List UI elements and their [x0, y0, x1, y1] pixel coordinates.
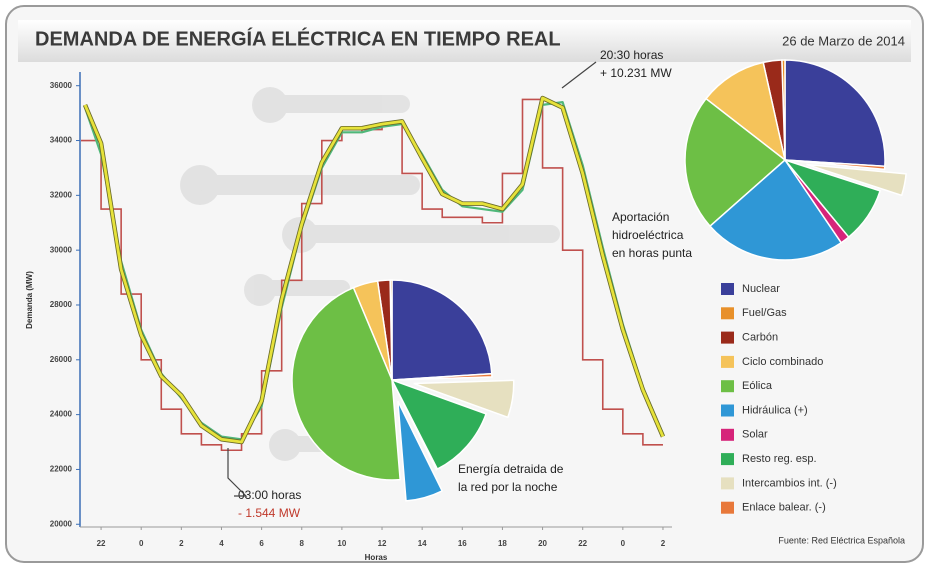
- header-band: [18, 20, 911, 62]
- legend-label: Nuclear: [742, 283, 780, 295]
- source: Fuente: Red Eléctrica Española: [778, 535, 905, 545]
- pie-slice: [291, 286, 401, 481]
- x-tick-label: 22: [578, 539, 587, 548]
- legend-swatch: [721, 428, 734, 441]
- legend-label: Carbón: [742, 332, 778, 344]
- legend-label: Solar: [742, 429, 768, 441]
- legend-swatch: [721, 453, 734, 466]
- x-tick-label: 20: [538, 539, 547, 548]
- legend-swatch: [721, 501, 734, 514]
- legend-swatch: [721, 331, 734, 344]
- pie-slice: [782, 158, 882, 239]
- pie-slice: [413, 379, 515, 419]
- annotation-text: Aportación: [612, 210, 669, 224]
- y-tick-label: 36000: [50, 81, 73, 90]
- x-tick-label: 22: [97, 539, 106, 548]
- x-tick-label: 4: [219, 539, 224, 548]
- x-tick-label: 18: [498, 539, 507, 548]
- annotation-leader: [561, 61, 597, 89]
- legend-label: Ciclo combinado: [742, 356, 823, 368]
- real-demand-line: [83, 96, 665, 444]
- x-tick-label: 0: [621, 539, 626, 548]
- annotation-text: - 1.544 MW: [238, 506, 301, 520]
- annotation-text: hidroeléctrica: [612, 228, 684, 242]
- pie-slice: [684, 97, 787, 228]
- annotation-text: + 10.231 MW: [600, 66, 672, 80]
- x-tick-label: 12: [378, 539, 387, 548]
- y-axis-label: Demanda (MW): [25, 271, 34, 329]
- x-axis-label: Horas: [365, 553, 388, 562]
- legend-label: Hidráulica (+): [742, 404, 808, 416]
- annotation-text: en horas punta: [612, 246, 692, 260]
- legend-label: Enlace balear. (-): [742, 502, 826, 514]
- y-tick-label: 30000: [50, 245, 73, 254]
- legend-swatch: [721, 283, 734, 295]
- y-tick-label: 20000: [50, 519, 73, 528]
- legend-swatch: [721, 307, 734, 320]
- legend-swatch: [721, 355, 734, 368]
- legend-swatch: [721, 404, 734, 417]
- legend-label: Intercambios int. (-): [742, 477, 837, 489]
- title: DEMANDA DE ENERGÍA ELÉCTRICA EN TIEMPO R…: [35, 27, 561, 50]
- x-tick-label: 0: [139, 539, 144, 548]
- x-tick-label: 2: [179, 539, 184, 548]
- y-tick-label: 24000: [50, 410, 73, 419]
- date: 26 de Marzo de 2014: [782, 33, 905, 48]
- legend-label: Resto reg. esp.: [742, 453, 817, 465]
- annotation-text: la red por la noche: [458, 480, 558, 494]
- y-tick-label: 32000: [50, 190, 73, 199]
- pie-slice: [784, 59, 886, 168]
- x-tick-label: 16: [458, 539, 467, 548]
- x-tick-label: 2: [661, 539, 666, 548]
- annotation-leader: [227, 448, 248, 497]
- legend-label: Eólica: [742, 380, 773, 392]
- y-tick-label: 34000: [50, 136, 73, 145]
- x-tick-label: 10: [337, 539, 346, 548]
- pie-slice: [806, 163, 907, 197]
- legend-swatch: [721, 380, 734, 393]
- annotation-text: Energía detraida de: [458, 462, 564, 476]
- x-tick-label: 6: [259, 539, 264, 548]
- y-tick-label: 22000: [50, 465, 73, 474]
- x-tick-label: 8: [300, 539, 305, 548]
- pie-slice: [391, 372, 493, 381]
- y-tick-label: 26000: [50, 355, 73, 364]
- x-tick-label: 14: [418, 539, 427, 548]
- legend-swatch: [721, 477, 734, 490]
- pie-slice: [708, 158, 843, 261]
- pie-slice: [704, 61, 787, 162]
- y-tick-label: 28000: [50, 300, 73, 309]
- pie-slice: [390, 378, 488, 471]
- pie-slice: [397, 400, 444, 502]
- annotation-text: 03:00 horas: [238, 488, 301, 502]
- pie-slice: [784, 159, 886, 171]
- pie-slice: [391, 279, 493, 381]
- annotation-text: 20:30 horas: [600, 48, 663, 62]
- legend-label: Fuel/Gas: [742, 307, 787, 319]
